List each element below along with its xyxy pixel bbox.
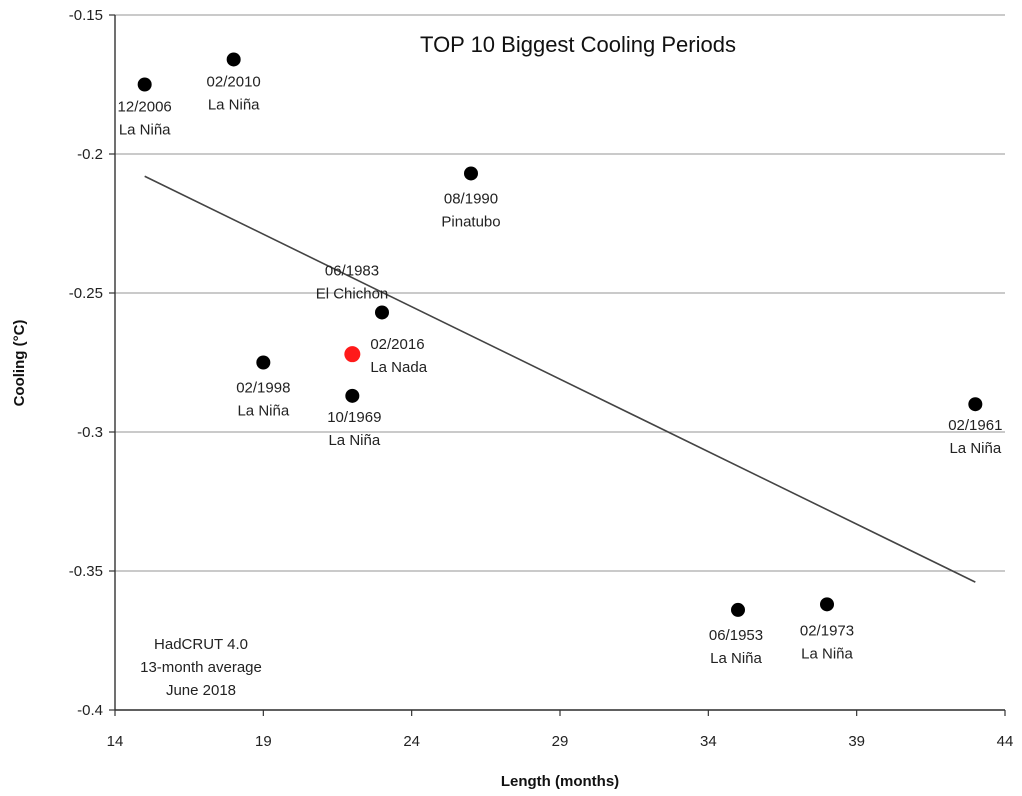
annotation-line-1: HadCRUT 4.0 bbox=[154, 636, 248, 653]
point-label-date: 02/1961 bbox=[948, 417, 1002, 434]
x-axis-title: Length (months) bbox=[501, 773, 619, 790]
data-points bbox=[137, 52, 983, 617]
point-label-cause: La Niña bbox=[328, 432, 380, 449]
x-tick-label: 39 bbox=[848, 733, 865, 750]
x-tick-label: 34 bbox=[700, 733, 717, 750]
point-label-cause: El Chichon bbox=[316, 285, 389, 302]
data-point bbox=[256, 355, 271, 370]
data-point bbox=[820, 597, 834, 612]
data-point bbox=[375, 305, 389, 320]
x-tick-label: 14 bbox=[107, 733, 124, 750]
point-label-cause: La Niña bbox=[237, 403, 289, 420]
data-point bbox=[968, 397, 983, 412]
point-label-date: 10/1969 bbox=[327, 409, 381, 426]
y-tick-label: -0.25 bbox=[69, 285, 103, 302]
chart-title: TOP 10 Biggest Cooling Periods bbox=[420, 32, 736, 57]
x-tick-label: 19 bbox=[255, 733, 272, 750]
y-tick-label: -0.4 bbox=[77, 702, 103, 719]
point-label-cause: La Niña bbox=[801, 645, 853, 662]
annotation-line-3: June 2018 bbox=[166, 682, 236, 699]
point-label-date: 06/1953 bbox=[709, 627, 763, 644]
y-tick-label: -0.2 bbox=[77, 146, 103, 163]
y-tick-label: -0.15 bbox=[69, 7, 103, 24]
point-label-cause: La Niña bbox=[119, 122, 171, 139]
y-tick-label: -0.35 bbox=[69, 563, 103, 580]
point-label-date: 06/1983 bbox=[325, 262, 379, 279]
data-point bbox=[226, 52, 241, 67]
data-point bbox=[731, 602, 745, 617]
y-axis-title: Cooling (°C) bbox=[11, 320, 28, 407]
point-label-cause: La Niña bbox=[949, 440, 1001, 457]
data-point bbox=[464, 166, 478, 181]
x-tick-label: 24 bbox=[403, 733, 420, 750]
trendline-group bbox=[144, 175, 976, 583]
grid-lines bbox=[115, 14, 1005, 711]
point-label-date: 12/2006 bbox=[118, 99, 172, 116]
y-tick-label: -0.3 bbox=[77, 424, 103, 441]
data-point bbox=[345, 388, 360, 403]
point-label-date: 02/2016 bbox=[370, 336, 424, 353]
x-tick-label: 29 bbox=[552, 733, 569, 750]
point-label-cause: La Niña bbox=[208, 96, 260, 113]
point-label-date: 08/1990 bbox=[444, 190, 498, 207]
point-label-cause: La Nada bbox=[370, 359, 427, 376]
axes bbox=[109, 14, 1006, 716]
point-label-date: 02/2010 bbox=[207, 73, 261, 90]
data-point bbox=[137, 77, 152, 92]
point-label-date: 02/1998 bbox=[236, 380, 290, 397]
x-tick-label: 44 bbox=[997, 733, 1014, 750]
y-tick-labels: -0.15 -0.2 -0.25 -0.3 -0.35 -0.4 bbox=[69, 7, 103, 719]
point-label-date: 02/1973 bbox=[800, 622, 854, 639]
x-tick-labels: 14 19 24 29 34 39 44 bbox=[107, 733, 1014, 750]
point-labels: 12/2006 La Niña 02/2010 La Niña 08/1990 Pinat… bbox=[118, 73, 1003, 666]
annotation-line-2: 13-month average bbox=[140, 659, 262, 676]
source-annotation: HadCRUT 4.0 13-month average June 2018 bbox=[140, 636, 262, 699]
trendline bbox=[144, 175, 976, 583]
data-point bbox=[344, 346, 361, 363]
point-label-cause: La Niña bbox=[710, 650, 762, 667]
point-label-cause: Pinatubo bbox=[441, 213, 500, 230]
